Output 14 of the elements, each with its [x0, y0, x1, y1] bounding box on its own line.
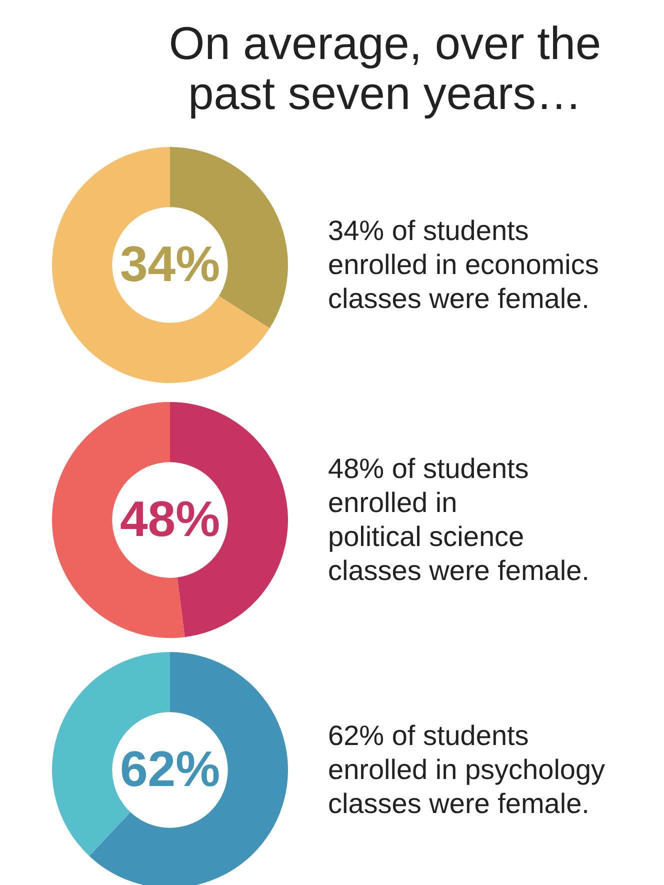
text: enrolled in — [328, 487, 458, 518]
text: 34% of students — [328, 215, 529, 246]
text: 62% of students — [328, 720, 529, 751]
text: classes were female. — [328, 283, 590, 314]
text: classes were female. — [328, 788, 590, 819]
text: On average, over the past seven years… — [168, 17, 602, 119]
data-label: 62% — [120, 740, 220, 797]
data-label: 48% — [120, 490, 220, 547]
text: enrolled in psychology — [328, 754, 606, 785]
text: classes were female. — [328, 555, 590, 586]
data-label: 34% — [120, 236, 220, 292]
text: 48% of students — [328, 453, 529, 484]
text: enrolled in economics — [328, 249, 599, 280]
text: political science — [328, 521, 524, 552]
